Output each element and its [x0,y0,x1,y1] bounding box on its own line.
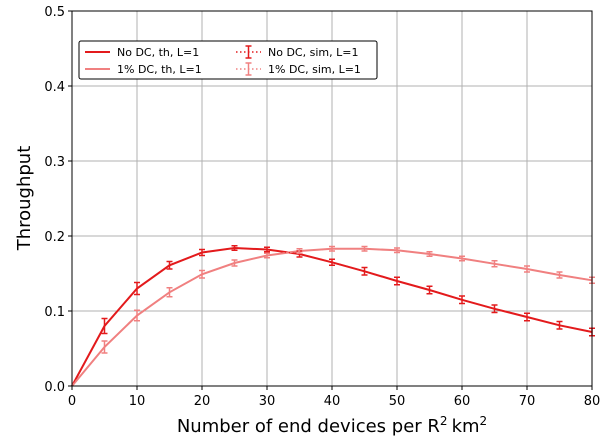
legend: No DC, th, L=1 1% DC, th, L=1 No DC, sim, … [78,40,378,80]
y-axis-title: Throughput [14,146,35,252]
legend-label: 1% DC, th, L=1 [117,63,202,76]
x-tick-label: 10 [129,394,146,409]
y-tick-label: 0.1 [44,305,65,320]
legend-entry-3: 1% DC, sim, L=1 [236,62,361,76]
y-axis-ticks: 0.0 0.1 0.2 0.3 0.4 0.5 [44,5,72,395]
legend-label: No DC, sim, L=1 [268,46,358,59]
y-tick-label: 0.4 [44,80,65,95]
y-tick-label: 0.3 [44,155,65,170]
x-axis-title-unit: km [452,416,480,437]
x-tick-label: 80 [584,394,601,409]
series-layer [71,245,595,387]
legend-entry-1: 1% DC, th, L=1 [85,63,202,76]
x-axis-title: Number of end devices per R2 km2 [177,414,487,437]
y-tick-label: 0.5 [44,5,65,20]
x-axis-title-sup: 2 [440,414,448,428]
x-axis-title-unit-sup: 2 [480,414,488,428]
x-axis-ticks: 0 10 20 30 40 50 60 70 80 [68,386,600,409]
x-tick-label: 20 [194,394,211,409]
series-3 [71,245,595,387]
x-tick-label: 60 [454,394,471,409]
series-2 [71,245,595,387]
x-tick-label: 30 [259,394,276,409]
series-line [71,248,593,387]
x-tick-label: 70 [519,394,536,409]
x-tick-label: 40 [324,394,341,409]
x-tick-label: 50 [389,394,406,409]
grid-lines [71,10,593,387]
legend-entry-0: No DC, th, L=1 [85,46,199,59]
x-tick-label: 0 [68,394,76,409]
legend-box [78,40,378,80]
y-tick-label: 0.2 [44,230,65,245]
y-tick-label: 0.0 [44,380,65,395]
legend-label: 1% DC, sim, L=1 [268,63,361,76]
legend-entry-2: No DC, sim, L=1 [236,45,358,59]
legend-label: No DC, th, L=1 [117,46,199,59]
